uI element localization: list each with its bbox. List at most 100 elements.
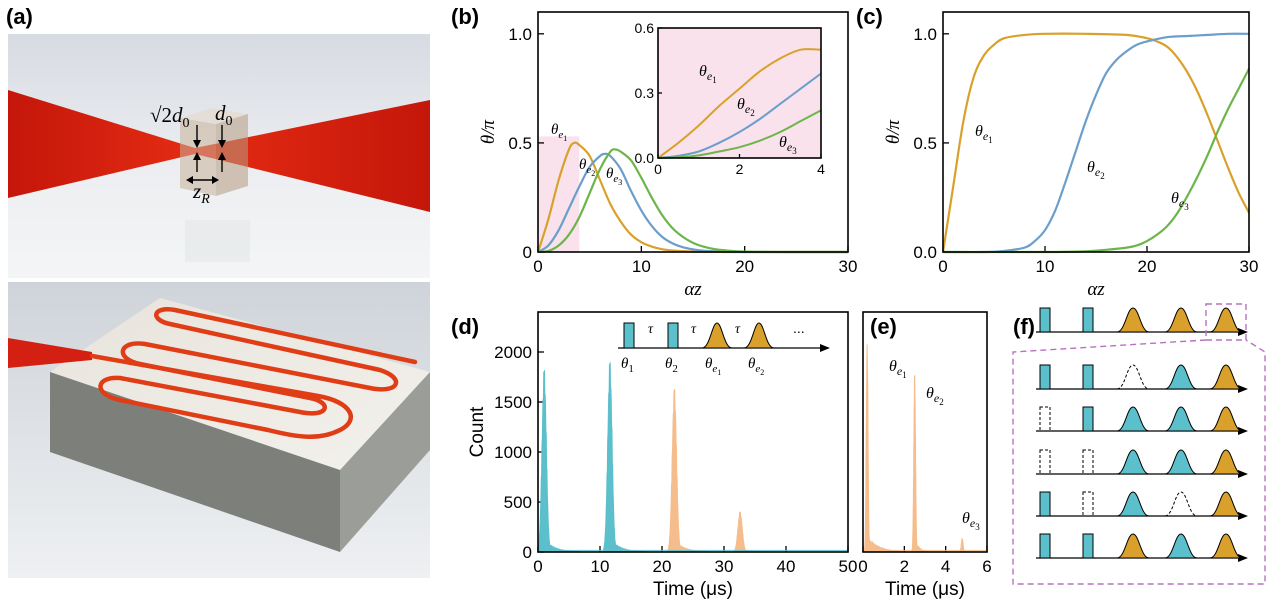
waveguide-path <box>89 307 418 439</box>
y-tick-label: 2000 <box>494 343 532 362</box>
pulse <box>1039 533 1051 559</box>
arrow-head <box>1238 512 1248 520</box>
echo <box>1209 449 1243 475</box>
inset-series-line-3 <box>657 109 822 159</box>
x-tick-label: 4 <box>941 557 950 576</box>
x-tick-label: 10 <box>632 257 651 276</box>
x-tick-label: 20 <box>653 557 672 576</box>
pulse-sequence-diagram <box>1012 303 1266 585</box>
peak-4 <box>733 511 777 553</box>
peak-labels-e: θe1 θe2 θe3 <box>889 358 980 532</box>
pulse <box>1039 491 1051 517</box>
label-zr: zR <box>192 179 210 207</box>
absent-echo <box>1164 491 1198 517</box>
inset-label-theta-e2: θe2 <box>737 96 755 118</box>
x-tick-label: 4 <box>817 161 825 177</box>
echo <box>1209 364 1243 390</box>
y-tick-label: 0.5 <box>913 134 937 153</box>
x-tick-label: 30 <box>1240 257 1259 276</box>
echo <box>1164 307 1198 333</box>
echo <box>1209 491 1243 517</box>
label-sqrt2: √2d0 <box>150 103 190 131</box>
chip-side-face <box>340 372 430 552</box>
panel-b: (b) 0 10 20 30 0 0.5 1.0 αz θ/π 0 2 4 0.0 0.3 0.6 θe1… <box>451 4 857 300</box>
x-tick-label: 20 <box>735 257 754 276</box>
x-tick-label: 0 <box>654 161 662 177</box>
tau-label-2: τ <box>691 322 697 337</box>
x-tick-label: 10 <box>1036 257 1055 276</box>
panel-f: (f) <box>1012 303 1266 585</box>
echo <box>1209 533 1243 559</box>
echo <box>1116 533 1150 559</box>
panel-label-b: (b) <box>451 4 479 29</box>
label-theta-e1: θe1 <box>889 358 907 380</box>
laser-beam-right <box>195 100 430 212</box>
x-tick-label: 0 <box>858 557 867 576</box>
pulse <box>1039 364 1051 390</box>
absent-pulse <box>1039 449 1051 475</box>
plot-e: 0 2 4 6 Time (μs) <box>858 311 992 600</box>
selection-box <box>1205 303 1247 341</box>
panel-label-c: (c) <box>856 4 883 29</box>
curve-labels-c: θe1 θe2 θe3 <box>975 123 1189 212</box>
x-tick-label: 50 <box>839 557 858 576</box>
axes-frame <box>862 311 988 553</box>
label-theta-e2: θe2 <box>1087 159 1105 181</box>
echo <box>1116 307 1150 333</box>
axes-frame <box>537 11 849 253</box>
y-tick-label: 1000 <box>494 443 532 462</box>
echo <box>1209 307 1243 333</box>
pulse <box>1082 533 1094 559</box>
series-line-3 <box>537 148 849 254</box>
y-tick-label: 0.3 <box>635 85 655 101</box>
absent-pulse <box>1082 491 1094 517</box>
x-axis-label: αz <box>684 279 702 300</box>
tau-label-3: τ <box>735 322 741 337</box>
label-theta-e1: θe1 <box>551 122 567 143</box>
label-theta-e3: θe3 <box>606 166 622 187</box>
series-line-3 <box>942 68 1250 254</box>
y-axis-label: θ/π <box>883 119 904 144</box>
echo-theta-e2 <box>743 322 775 349</box>
curve-labels-b: θe1 θe2 θe3 θe1 θe2 θe3 <box>551 63 797 187</box>
x-tick-label: 2 <box>900 557 909 576</box>
pulse-sequence-inset: τ τ τ ... θ1 θ2 θe1 θe2 <box>618 320 830 377</box>
absent-pulse <box>1082 449 1094 475</box>
zoom-outline <box>1012 339 1266 585</box>
label-thetae1: θe1 <box>705 356 721 377</box>
echo <box>1164 364 1198 390</box>
waveguide-chip-illustration <box>8 282 430 578</box>
y-tick-label: 0 <box>523 243 532 262</box>
x-tick-label: 2 <box>736 161 744 177</box>
x-tick-label: 30 <box>715 557 734 576</box>
panel-e: (e) 0 2 4 6 Time (μs) θe1 θe2 θe3 <box>858 311 992 600</box>
inset-series-line-2 <box>657 72 822 159</box>
absent-pulse <box>1039 406 1051 432</box>
axes-frame <box>537 311 849 553</box>
cube-reflection <box>185 220 250 262</box>
arrow-head <box>1238 328 1248 336</box>
y-tick-label: 1.0 <box>913 25 937 44</box>
echo <box>1164 449 1198 475</box>
inset-label-theta-e1: θe1 <box>699 63 717 85</box>
label-theta-e1: θe1 <box>975 123 993 145</box>
pulse-theta2 <box>667 322 679 349</box>
echo-theta-e1 <box>701 322 733 349</box>
y-tick-label: 1.0 <box>508 25 532 44</box>
y-tick-label: 0.5 <box>508 134 532 153</box>
arrow-head <box>1238 385 1248 393</box>
inset-label-theta-e3: θe3 <box>779 134 797 156</box>
x-axis-label: αz <box>1087 279 1105 300</box>
y-tick-label: 0 <box>523 543 532 562</box>
peak-3 <box>667 388 712 553</box>
x-tick-label: 20 <box>1138 257 1157 276</box>
y-axis-label: θ/π <box>478 119 499 144</box>
arrow-head <box>1238 427 1248 435</box>
x-tick-label: 40 <box>777 557 796 576</box>
echo <box>1164 533 1198 559</box>
y-tick-label: 1500 <box>494 393 532 412</box>
label-d0: d0 <box>215 101 233 129</box>
